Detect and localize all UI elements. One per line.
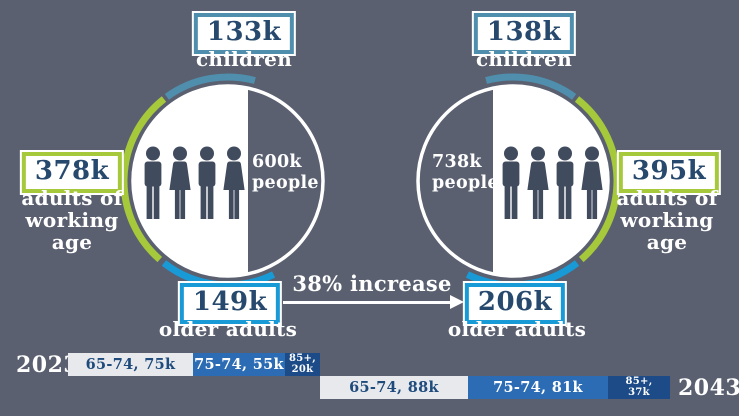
children-stat-right: 138k — [473, 13, 575, 54]
bar-2023-85plus: 85+, 20k — [285, 353, 320, 376]
adults-stat-left: 378k — [21, 152, 123, 193]
population-half — [493, 86, 609, 276]
increase-label: 38% increase — [292, 271, 452, 296]
children-arc — [164, 73, 256, 100]
children-label-left: children — [195, 47, 293, 71]
circle-outline — [416, 84, 610, 278]
bar-2043-75-74: 75-74, 81k — [468, 376, 608, 399]
population-half — [132, 86, 248, 276]
adults-arc — [574, 96, 621, 263]
bar-2043-85plus: 85+, 37k — [608, 376, 670, 399]
children-stat-left: 133k — [193, 13, 295, 54]
increase-arrow-line — [283, 301, 452, 304]
woman-icon — [223, 146, 245, 219]
older-label-right: older adults — [447, 317, 587, 341]
adults-label-left: adults of working age — [21, 186, 123, 254]
total-people-left: 600k people — [252, 152, 319, 193]
man-icon — [556, 146, 574, 219]
adults-stat-right: 395k — [618, 152, 720, 193]
people-icons-right — [502, 146, 603, 219]
woman-icon — [169, 146, 191, 219]
year-label-2043: 2043 — [678, 374, 739, 401]
total-people-right: 738k people — [432, 152, 499, 193]
woman-icon — [581, 146, 603, 219]
older-label-left: older adults — [158, 317, 298, 341]
pie-2043 — [416, 73, 621, 289]
bar-2023-65-74: 65-74, 75k — [68, 353, 193, 376]
older-stat-right: 206k — [464, 283, 566, 324]
children-label-right: children — [475, 47, 573, 71]
bar-2023-75-74: 75-74, 55k — [193, 353, 285, 376]
increase-arrow-head — [450, 295, 464, 309]
people-icons-left — [144, 146, 245, 219]
man-icon — [198, 146, 216, 219]
woman-icon — [527, 146, 549, 219]
adults-label-right: adults of working age — [616, 186, 718, 254]
man-icon — [144, 146, 162, 219]
circle-outline — [131, 84, 325, 278]
older-stat-left: 149k — [179, 283, 281, 324]
bar-2043-65-74: 65-74, 88k — [320, 376, 468, 399]
man-icon — [502, 146, 520, 219]
adults-arc — [120, 96, 167, 263]
children-arc — [485, 73, 577, 100]
